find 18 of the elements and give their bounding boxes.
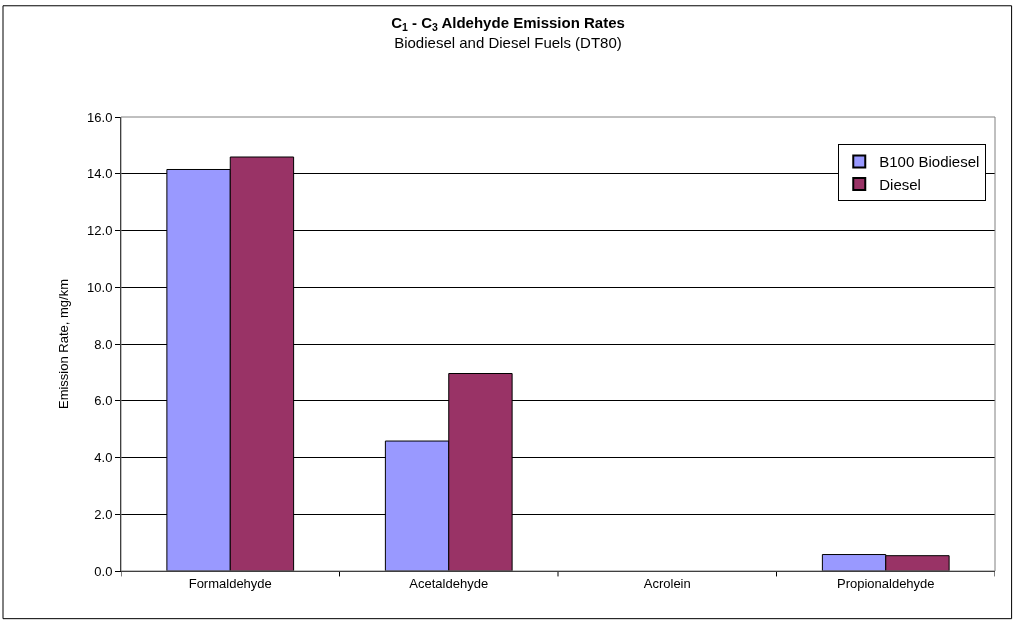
y-tick-label: 4.0: [94, 450, 113, 466]
chart-title: C$_{1}$ - C$_{3}$ Aldehyde Emission Rates: [391, 14, 625, 34]
x-tick-label: Acrolein: [643, 575, 691, 591]
legend-label: B100 Biodiesel: [879, 153, 980, 171]
y-tick-label: 0.0: [94, 563, 113, 579]
y-tick-label: 14.0: [87, 166, 113, 182]
y-axis-title: Emission Rate, mg/km: [56, 278, 72, 410]
legend-label: Diesel: [879, 175, 921, 193]
x-tick-label: Acetaldehyde: [409, 575, 489, 591]
y-tick-label: 6.0: [94, 393, 113, 409]
x-tick-label: Propionaldehyde: [836, 575, 935, 591]
x-tick-label: Formaldehyde: [188, 575, 272, 591]
y-tick-label: 2.0: [94, 506, 113, 522]
y-tick-label: 16.0: [87, 109, 113, 125]
y-tick-label: 10.0: [87, 279, 113, 295]
y-tick-label: 8.0: [94, 336, 113, 352]
y-tick-label: 12.0: [87, 223, 113, 239]
chart-subtitle: Biodiesel and Diesel Fuels (DT80): [394, 33, 622, 51]
